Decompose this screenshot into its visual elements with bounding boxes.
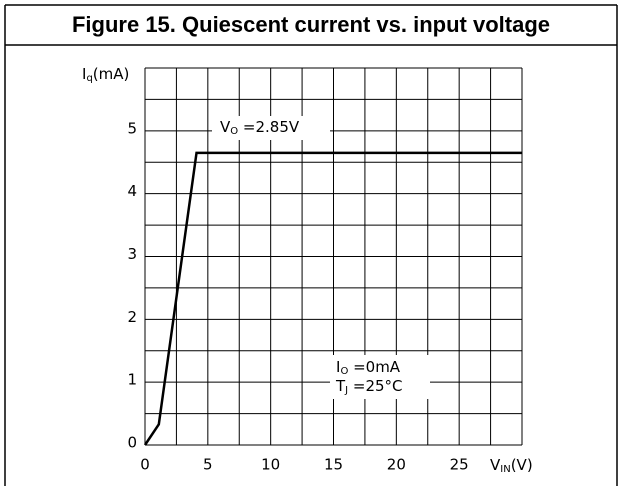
x-tick-label: 25: [450, 456, 469, 474]
annotation-bg: [330, 355, 430, 399]
label-sub: O: [230, 126, 238, 137]
label-rest: (V): [511, 456, 533, 474]
label: TJ =25°C: [335, 377, 403, 397]
label-rest: =25°C: [348, 377, 402, 395]
label: IO =0mA: [336, 358, 401, 378]
x-tick-label: 10: [261, 456, 280, 474]
y-tick-label: 4: [127, 182, 137, 200]
label-main: T: [335, 377, 346, 395]
chart-title: Figure 15. Quiescent current vs. input v…: [72, 12, 550, 37]
label-sub: q: [86, 73, 92, 84]
label-rest: =2.85V: [238, 118, 300, 136]
label-main: V: [220, 118, 231, 136]
x-tick-label: 0: [140, 456, 150, 474]
label-main: I: [336, 358, 340, 376]
y-tick-label: 3: [127, 245, 137, 263]
y-tick-label: 5: [127, 119, 137, 137]
label-main: I: [82, 65, 86, 83]
y-tick-label: 1: [127, 371, 137, 389]
label: VIN(V): [490, 456, 533, 476]
x-tick-label: 15: [324, 456, 343, 474]
x-tick-label: 5: [203, 456, 213, 474]
y-tick-label: 2: [127, 308, 137, 326]
label: VO =2.85V: [220, 118, 300, 138]
label-sub: J: [344, 385, 348, 396]
label-rest: (mA): [93, 65, 130, 83]
label-rest: =0mA: [348, 358, 400, 376]
label: Iq(mA): [82, 65, 129, 85]
y-tick-label: 0: [127, 434, 137, 452]
label-main: V: [490, 456, 501, 474]
data-line: [143, 151, 522, 446]
x-tick-label: 20: [387, 456, 406, 474]
label-sub: O: [340, 366, 348, 377]
label-sub: IN: [500, 464, 510, 475]
annotation-bg: [212, 116, 330, 140]
